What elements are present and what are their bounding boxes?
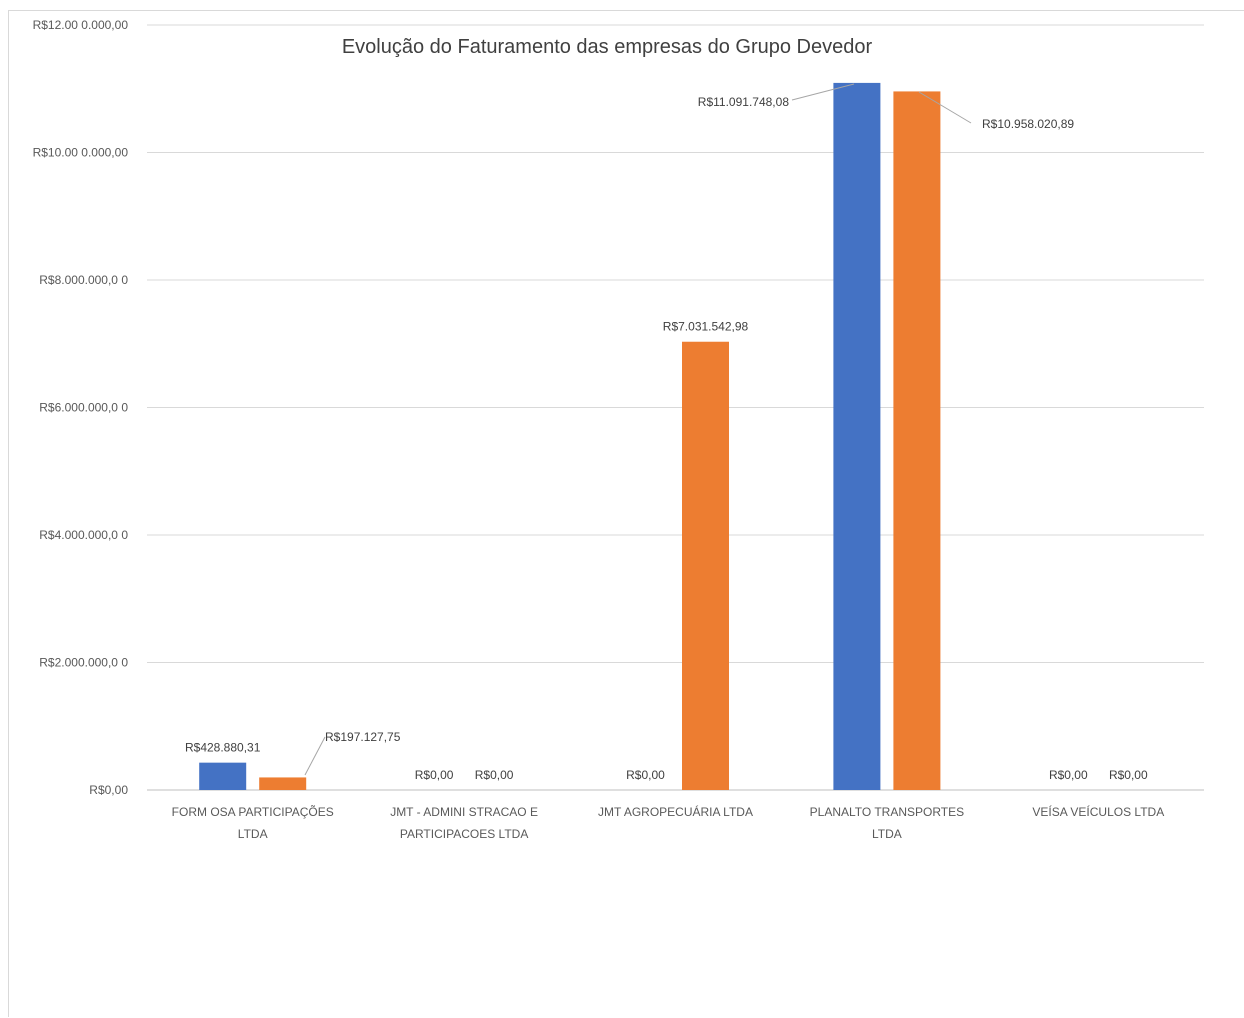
gridlines: [147, 24, 1204, 791]
bar: [893, 91, 941, 791]
data-label: R$7.031.542,98: [663, 320, 749, 334]
x-category-label: LTDA: [872, 827, 902, 841]
chart-frame: Evolução do Faturamento das empresas do …: [8, 10, 1244, 1017]
x-category-label: VEÍSA VEÍCULOS LTDA: [1032, 804, 1164, 819]
leader-line: [918, 91, 972, 124]
data-label: R$0,00: [1049, 768, 1088, 782]
y-tick-label: R$12.00 0.000,00: [33, 18, 129, 32]
y-tick-label: R$10.00 0.000,00: [33, 146, 129, 160]
x-category-label: PARTICIPACOES LTDA: [400, 827, 528, 841]
data-label: R$11.091.748,08: [698, 95, 790, 109]
data-label: R$0,00: [475, 768, 514, 782]
y-tick-label: R$8.000.000,0 0: [39, 273, 128, 287]
bars: [199, 82, 941, 791]
y-tick-label: R$2.000.000,0 0: [39, 656, 128, 670]
leader-line: [304, 736, 326, 776]
data-label: R$428.880,31: [185, 741, 261, 755]
leader-lines: [304, 83, 972, 776]
bar: [199, 762, 247, 790]
x-category-label: FORM OSA PARTICIPAÇÕES: [172, 804, 334, 819]
bar: [682, 341, 729, 790]
data-label: R$0,00: [415, 768, 454, 782]
leader-line: [791, 83, 855, 101]
y-tick-label: R$6.000.000,0 0: [39, 401, 128, 415]
data-label: R$10.958.020,89: [982, 117, 1074, 131]
x-category-label: JMT - ADMINI STRACAO E: [390, 805, 538, 819]
y-tick-label: R$4.000.000,0 0: [39, 528, 128, 542]
x-category-label: LTDA: [238, 827, 268, 841]
chart-title: Evolução do Faturamento das empresas do …: [342, 36, 873, 58]
data-label: R$0,00: [626, 768, 665, 782]
x-axis: FORM OSA PARTICIPAÇÕES LTDA JMT - ADMINI S…: [172, 804, 1165, 841]
x-category-label: PLANALTO TRANSPORTES: [810, 805, 965, 819]
bar: [259, 777, 307, 790]
data-label: R$0,00: [1109, 768, 1148, 782]
data-label: R$197.127,75: [325, 730, 401, 744]
data-labels: R$428.880,31 R$0,00 R$0,00 R$11.091.748,08 R…: [185, 95, 1148, 782]
bar-chart: Evolução do Faturamento das empresas do …: [33, 18, 1204, 841]
x-category-label: JMT AGROPECUÁRIA LTDA: [598, 804, 753, 819]
y-axis: R$0,00 R$2.000.000,0 0 R$4.000.000,0 0 R$6.…: [33, 18, 129, 797]
y-tick-label: R$0,00: [89, 783, 128, 797]
bar: [833, 82, 881, 790]
